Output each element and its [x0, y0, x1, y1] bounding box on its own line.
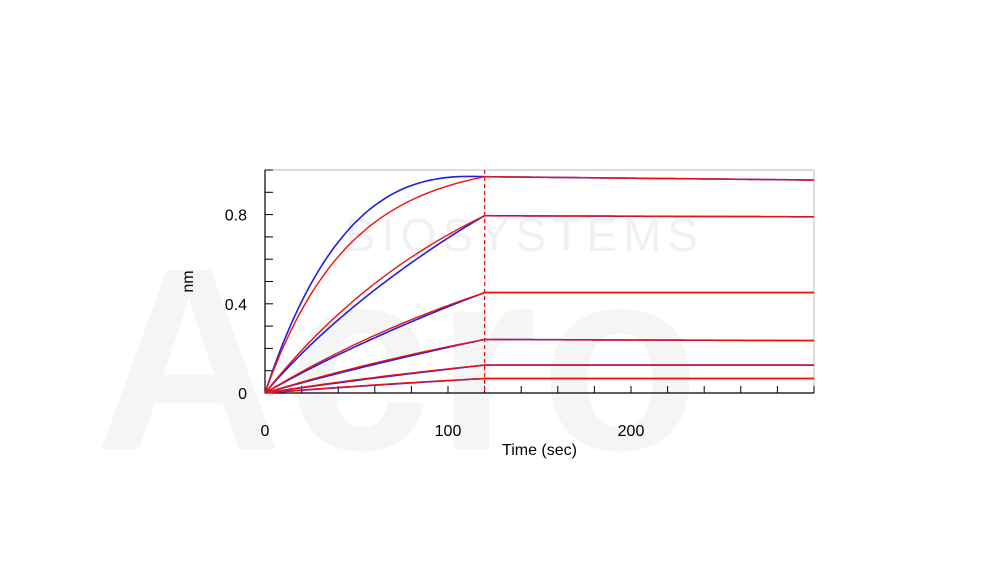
x-axis-label: Time (sec) — [502, 442, 577, 459]
x-tick-label: 0 — [261, 423, 270, 440]
fit-curve-1 — [264, 176, 814, 394]
watermark-subtext: BIOSYSTEMS — [345, 209, 705, 261]
fit-curve-3 — [264, 291, 814, 394]
y-tick-label: 0.4 — [225, 297, 247, 314]
y-tick-label: 0.8 — [225, 208, 247, 225]
fit-curve-4 — [264, 338, 814, 394]
fit-curve-2 — [264, 215, 814, 394]
fit-curve-5 — [264, 364, 814, 394]
plot-frame — [264, 169, 815, 394]
x-tick-label: 200 — [618, 423, 645, 440]
measured-curve-1 — [264, 175, 814, 394]
measured-curve-2 — [264, 214, 814, 394]
x-tick-label: 100 — [435, 423, 462, 440]
y-axis-label: nm — [180, 270, 197, 292]
fit-curve-6 — [264, 377, 814, 394]
y-tick-label: 0 — [238, 386, 247, 403]
